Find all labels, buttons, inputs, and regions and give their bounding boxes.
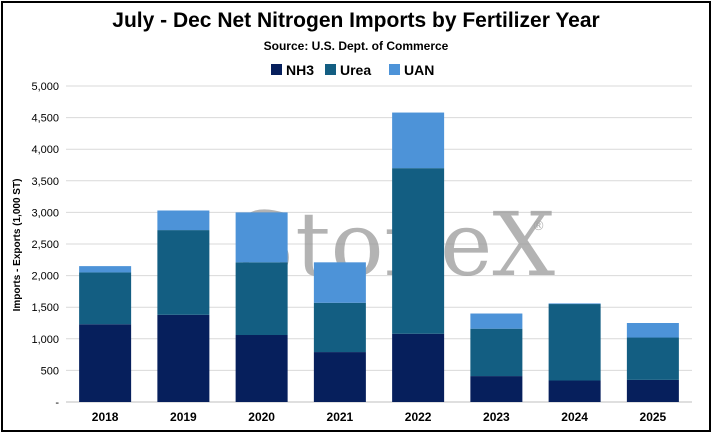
x-tick-labels: 2018 2019 2020 2021 2022 2023 2024 2025 xyxy=(92,410,667,424)
bar-uan-2020 xyxy=(235,212,288,263)
bars xyxy=(79,112,679,402)
y-tick-label: 3,000 xyxy=(31,207,59,219)
bar-uan-2019 xyxy=(157,210,210,231)
bar-urea-2021 xyxy=(313,302,366,353)
chart-subtitle: Source: U.S. Dept. of Commerce xyxy=(263,39,449,53)
y-tick-label: 4,000 xyxy=(31,144,59,156)
bar-nh3-2022 xyxy=(392,333,445,402)
bar-urea-2019 xyxy=(157,230,210,315)
bar-uan-2024 xyxy=(548,303,601,305)
y-tick-labels: - 500 1,000 1,500 2,000 2,500 3,000 3,500 4,000 4… xyxy=(31,81,59,409)
x-tick-label: 2024 xyxy=(561,410,588,424)
bar-uan-2023 xyxy=(470,313,523,329)
legend-swatch-urea xyxy=(325,64,336,75)
legend: NH3 Urea UAN xyxy=(271,62,434,78)
bar-urea-2025 xyxy=(626,337,679,380)
bar-nh3-2021 xyxy=(313,352,366,402)
bar-urea-2018 xyxy=(79,272,132,325)
bar-urea-2023 xyxy=(470,328,523,377)
bar-nh3-2024 xyxy=(548,380,601,402)
legend-label-urea: Urea xyxy=(340,62,371,78)
y-tick-label: 5,000 xyxy=(31,81,59,93)
bar-uan-2021 xyxy=(313,262,366,303)
x-tick-label: 2020 xyxy=(248,410,275,424)
x-tick-label: 2022 xyxy=(405,410,432,424)
bar-nh3-2018 xyxy=(79,324,132,402)
bar-nh3-2020 xyxy=(235,335,288,402)
bar-uan-2022 xyxy=(392,112,445,169)
bar-urea-2024 xyxy=(548,304,601,381)
y-tick-label: 2,500 xyxy=(31,239,59,251)
x-tick-label: 2023 xyxy=(483,410,510,424)
x-tick-label: 2019 xyxy=(170,410,197,424)
bar-urea-2020 xyxy=(235,262,288,336)
y-tick-label: 500 xyxy=(41,365,59,377)
watermark-registered: ® xyxy=(532,219,545,234)
bar-urea-2022 xyxy=(392,168,445,334)
bar-uan-2025 xyxy=(626,323,679,338)
bar-uan-2018 xyxy=(79,266,132,273)
legend-swatch-nh3 xyxy=(271,64,282,75)
legend-swatch-uan xyxy=(389,64,400,75)
y-tick-label: 4,500 xyxy=(31,113,59,125)
bar-nh3-2019 xyxy=(157,314,210,402)
x-tick-label: 2025 xyxy=(640,410,667,424)
bar-nh3-2023 xyxy=(470,376,523,402)
x-tick-label: 2021 xyxy=(327,410,354,424)
legend-label-uan: UAN xyxy=(404,62,434,78)
y-tick-label: 2,000 xyxy=(31,271,59,283)
chart-title: July - Dec Net Nitrogen Imports by Ferti… xyxy=(112,9,600,32)
bar-nh3-2025 xyxy=(626,379,679,402)
x-tick-label: 2018 xyxy=(92,410,119,424)
y-axis-label: Imports - Exports (1,000 ST) xyxy=(12,179,23,312)
y-tick-label: 1,500 xyxy=(31,302,59,314)
legend-label-nh3: NH3 xyxy=(286,62,314,78)
y-tick-label: 1,000 xyxy=(31,334,59,346)
y-tick-label: - xyxy=(55,397,59,409)
y-tick-label: 3,500 xyxy=(31,176,59,188)
